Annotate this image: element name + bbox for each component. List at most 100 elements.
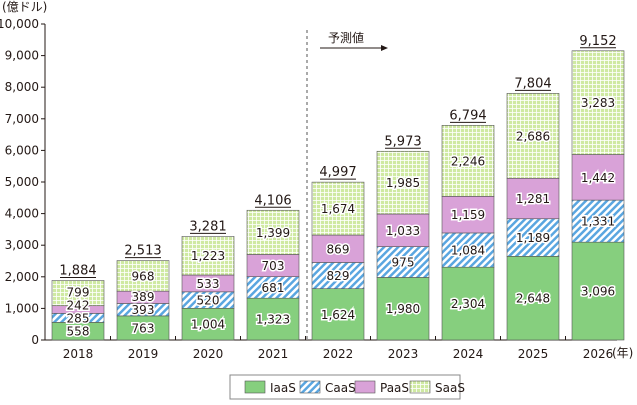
data-label: 1,399 — [256, 226, 290, 240]
data-label: 1,323 — [256, 313, 290, 327]
x-tick-label: 2023 — [388, 347, 419, 361]
bar-iaas — [571, 241, 625, 341]
bar-iaas — [441, 266, 495, 341]
y-tick-label: 7,000 — [5, 112, 39, 126]
bar-caas — [506, 218, 560, 257]
data-label: 389 — [132, 290, 155, 304]
bar-saas — [181, 236, 235, 276]
data-label: 829 — [327, 269, 350, 283]
x-tick-label: 2020 — [193, 347, 224, 361]
bar-caas — [441, 232, 495, 268]
y-tick-label: 4,000 — [5, 207, 39, 221]
bar-caas — [571, 199, 625, 243]
y-tick-label: 10,000 — [0, 17, 39, 31]
bar-saas — [571, 50, 625, 155]
y-tick-label: 9,000 — [5, 49, 39, 63]
bar-iaas — [376, 277, 430, 341]
bar-paas — [441, 196, 495, 234]
legend-swatch-caas — [299, 380, 321, 394]
x-axis-label: (年) — [612, 346, 633, 360]
total-label: 2,513 — [124, 244, 161, 259]
bar-paas — [571, 154, 625, 201]
bar-paas — [311, 234, 365, 263]
data-label: 1,980 — [386, 302, 420, 316]
y-tick-label: 5,000 — [5, 175, 39, 189]
total-label: 5,973 — [384, 134, 421, 149]
bar-iaas — [246, 297, 300, 341]
data-label: 1,331 — [581, 215, 615, 229]
bar-paas — [376, 213, 430, 247]
bar-saas — [311, 181, 365, 236]
y-tick-label: 2,000 — [5, 270, 39, 284]
data-label: 1,223 — [191, 249, 225, 263]
data-label: 681 — [262, 281, 285, 295]
y-tick-label: 1,000 — [5, 301, 39, 315]
x-tick-label: 2019 — [128, 347, 159, 361]
data-label: 242 — [67, 298, 90, 312]
bar-saas — [246, 209, 300, 255]
y-tick-label: 3,000 — [5, 238, 39, 252]
y-tick-label: 0 — [31, 333, 39, 347]
data-label: 703 — [262, 259, 285, 273]
total-label: 4,997 — [319, 165, 356, 180]
x-tick-label: 2022 — [323, 347, 354, 361]
bar-saas — [441, 125, 495, 197]
total-label: 7,804 — [514, 76, 551, 91]
total-label: 3,281 — [189, 219, 226, 234]
data-label: 799 — [67, 285, 90, 299]
x-tick-label: 2024 — [453, 347, 484, 361]
data-label: 533 — [197, 277, 220, 291]
data-label: 968 — [132, 269, 155, 283]
data-label: 285 — [67, 311, 90, 325]
total-label: 4,106 — [254, 193, 291, 208]
data-label: 1,004 — [191, 318, 225, 332]
legend-label: PaaS — [380, 381, 409, 395]
legend-label: IaaS — [270, 381, 296, 395]
bar-saas — [506, 93, 560, 179]
data-label: 393 — [132, 303, 155, 317]
legend-label: CaaS — [325, 381, 356, 395]
data-label: 1,189 — [516, 231, 550, 245]
data-label: 1,159 — [451, 208, 485, 222]
x-tick-label: 2025 — [518, 347, 549, 361]
data-label: 520 — [197, 294, 220, 308]
bar-saas — [376, 150, 430, 215]
data-label: 2,686 — [516, 129, 550, 143]
data-label: 2,246 — [451, 154, 485, 168]
bar-saas — [51, 280, 105, 307]
bar-caas — [376, 246, 430, 278]
data-label: 1,985 — [386, 176, 420, 190]
bar-iaas — [181, 307, 235, 341]
forecast-annotation: 予測値 — [306, 30, 388, 340]
total-label: 9,152 — [579, 34, 616, 49]
data-label: 975 — [392, 256, 415, 270]
data-label: 763 — [132, 321, 155, 335]
data-label: 3,096 — [581, 285, 615, 299]
y-tick-label: 6,000 — [5, 143, 39, 157]
bar-saas — [116, 260, 170, 292]
data-label: 2,648 — [516, 292, 550, 306]
forecast-label: 予測値 — [328, 30, 364, 45]
data-label: 1,084 — [451, 244, 485, 258]
data-label: 1,033 — [386, 224, 420, 238]
data-label: 1,674 — [321, 202, 355, 216]
x-tick-label: 2026 — [583, 347, 614, 361]
legend-swatch-paas — [354, 380, 376, 394]
data-label: 2,304 — [451, 297, 485, 311]
data-label: 1,442 — [581, 171, 615, 185]
data-label: 3,283 — [581, 96, 615, 110]
legend-swatch-iaas — [244, 380, 266, 394]
legend: IaaS CaaS PaaS SaaS — [229, 374, 465, 400]
total-label: 6,794 — [449, 108, 486, 123]
y-axis-label: (億ドル) — [2, 0, 47, 14]
y-tick-label: 8,000 — [5, 80, 39, 94]
bar-caas — [311, 262, 365, 289]
x-tick-label: 2021 — [258, 347, 289, 361]
x-tick-label: 2018 — [63, 347, 94, 361]
legend-label: SaaS — [435, 381, 465, 395]
data-label: 869 — [327, 242, 350, 256]
data-label: 1,281 — [516, 192, 550, 206]
data-label: 558 — [67, 325, 90, 339]
legend-swatch-saas — [409, 380, 431, 394]
